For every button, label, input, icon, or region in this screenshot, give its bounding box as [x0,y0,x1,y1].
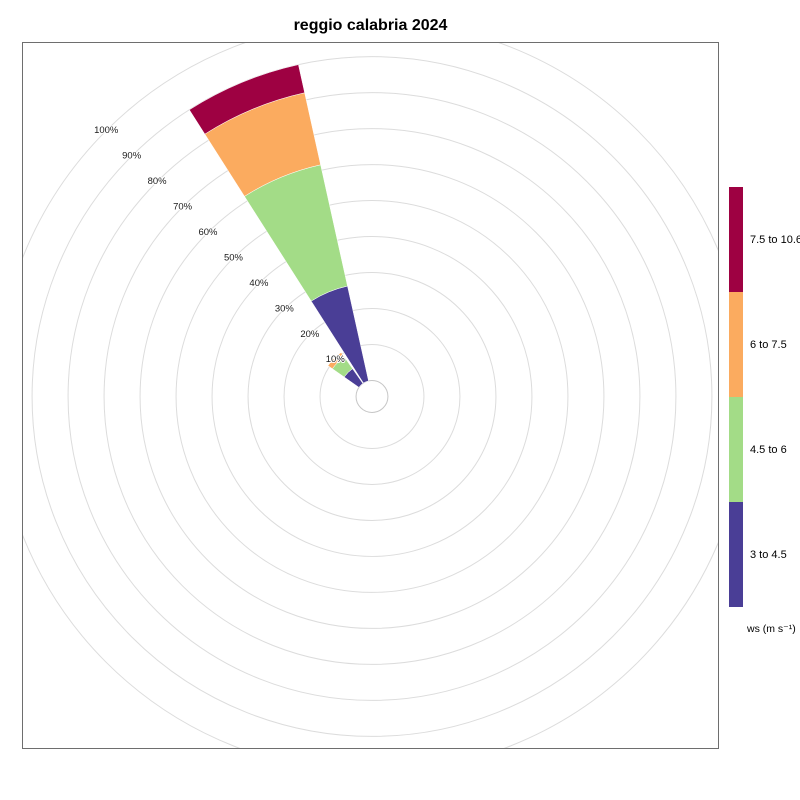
radial-tick-label: 10% [326,354,346,365]
radial-tick-label: 90% [122,151,142,162]
radial-tick-label: 80% [148,176,168,187]
radial-tick-label: 50% [224,252,244,263]
legend-entry: 6 to 7.5 [729,292,799,397]
legend-entry: 3 to 4.5 [729,502,799,607]
wind-sector-segment [189,64,305,135]
grid-circle [283,308,461,485]
legend-entry-label: 4.5 to 6 [750,443,787,456]
legend-entry-label: 6 to 7.5 [750,338,787,351]
plot-panel: 10% 20% 30% 40% 50% 60% 70% 80% 90% 100% [22,42,719,749]
center-circle [355,380,389,413]
radial-tick-label: 30% [275,303,295,314]
legend-entry-label: 7.5 to 10.6 [750,233,800,246]
grid-circle [67,92,677,701]
legend-swatch [729,502,743,607]
radial-tick-label: 70% [173,202,193,213]
legend-colorbar: 7.5 to 10.6 6 to 7.5 4.5 to 6 3 to 4.5 [729,187,800,607]
wind-sector-segment [327,352,345,370]
legend-swatch [729,292,743,397]
legend-entry: 7.5 to 10.6 [729,187,800,292]
radial-tick-label: 40% [249,278,269,289]
grid-circle [319,344,425,449]
legend: 7.5 to 10.6 6 to 7.5 4.5 to 6 3 to 4.5 ws (… [729,187,800,635]
radial-tick-label: 100% [94,125,119,136]
grid-circle [103,128,641,665]
grid-circle [247,272,497,521]
wind-rose-plot: 10% 20% 30% 40% 50% 60% 70% 80% 90% 100% [23,43,718,748]
grid-circle [175,200,569,593]
radial-tick-label: 20% [300,329,320,340]
legend-entry: 4.5 to 6 [729,397,799,502]
legend-swatch [729,187,743,292]
legend-entry-label: 3 to 4.5 [750,548,787,561]
grid-circle [31,56,713,737]
radial-tick-label: 60% [199,227,219,238]
legend-title: ws (m s⁻¹) [747,623,796,635]
legend-swatch [729,397,743,502]
grid-circle [211,236,533,557]
grid-circle [139,164,605,629]
chart-title: reggio calabria 2024 [293,17,448,34]
